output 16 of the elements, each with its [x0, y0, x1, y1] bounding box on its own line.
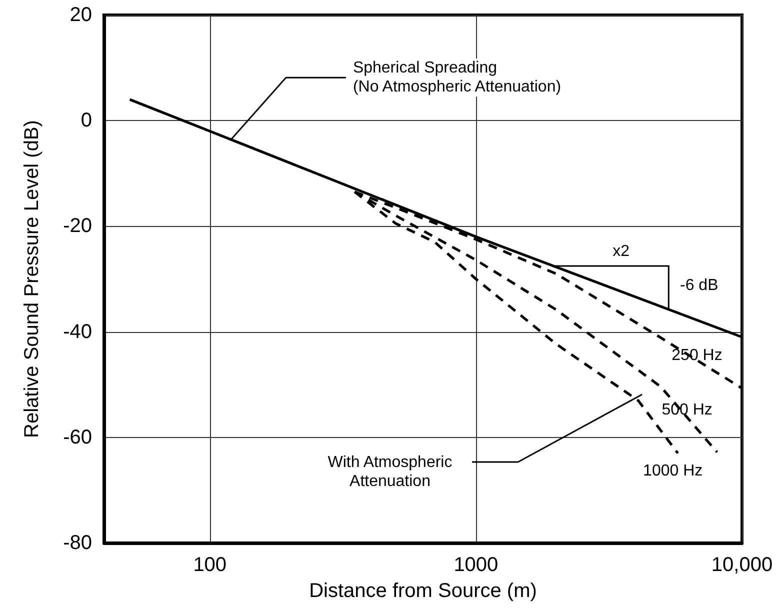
y-axis-title: Relative Sound Pressure Level (dB): [21, 120, 43, 438]
annotation: With Atmospheric Attenuation: [328, 454, 452, 490]
x-axis-title: Distance from Source (m): [309, 580, 537, 602]
y-tick-label: 0: [80, 110, 92, 132]
x-tick-label: 100: [193, 554, 227, 576]
y-tick-label: -80: [63, 532, 92, 554]
y-tick-label: 20: [70, 4, 92, 26]
y-tick-label: -60: [63, 426, 92, 448]
series-label: 1000 Hz: [643, 462, 703, 480]
x-tick-label: 10,000: [711, 554, 773, 576]
x-tick-label: 1000: [454, 554, 498, 576]
y-tick-label: -20: [63, 215, 92, 238]
annotation: x2: [612, 243, 630, 260]
annotation: -6 dB: [680, 277, 718, 294]
y-tick-label: -40: [63, 320, 92, 343]
annotation: Spherical Spreading (No Atmospheric Attenuation): [352, 60, 562, 96]
